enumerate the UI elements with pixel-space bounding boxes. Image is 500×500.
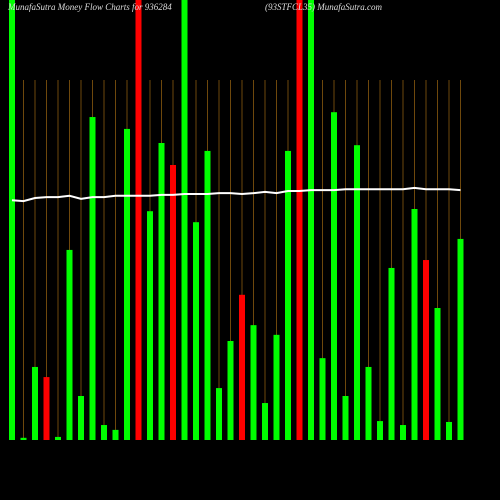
bar xyxy=(55,436,61,440)
bar xyxy=(446,421,452,440)
bar xyxy=(285,150,291,441)
bar xyxy=(411,209,418,440)
bar xyxy=(158,143,165,440)
chart-title: MunafaSutra Money Flow Charts for 936284 xyxy=(7,2,172,12)
bar xyxy=(250,325,257,440)
bar xyxy=(239,294,245,440)
bar xyxy=(296,0,303,440)
bar xyxy=(170,165,176,440)
bar xyxy=(78,396,84,440)
bar xyxy=(354,145,360,440)
bar xyxy=(331,112,337,440)
money-flow-line xyxy=(11,186,461,203)
bar xyxy=(147,211,153,440)
bar xyxy=(434,308,441,440)
bar xyxy=(124,128,130,441)
bar xyxy=(377,421,383,440)
bar xyxy=(273,334,280,440)
bar xyxy=(262,403,268,440)
bar xyxy=(43,377,50,440)
bar xyxy=(342,396,349,440)
bar xyxy=(227,341,234,440)
bar xyxy=(319,358,326,440)
bar xyxy=(112,429,119,440)
bar xyxy=(365,366,372,440)
bar xyxy=(101,425,107,440)
bar xyxy=(89,117,96,440)
bar xyxy=(308,0,314,440)
bar xyxy=(216,388,222,440)
bar xyxy=(204,150,211,441)
bar xyxy=(181,0,188,440)
bar xyxy=(423,260,429,440)
bar xyxy=(20,437,27,440)
bar xyxy=(457,238,464,440)
bar xyxy=(9,0,15,440)
bar xyxy=(135,0,142,440)
bar xyxy=(32,366,38,440)
bar xyxy=(388,267,395,440)
bar xyxy=(400,425,406,440)
bar xyxy=(66,249,73,440)
bars xyxy=(9,0,464,441)
chart-subtitle: (93STFCL35) MunafaSutra.com xyxy=(265,2,383,12)
bar xyxy=(193,222,199,440)
